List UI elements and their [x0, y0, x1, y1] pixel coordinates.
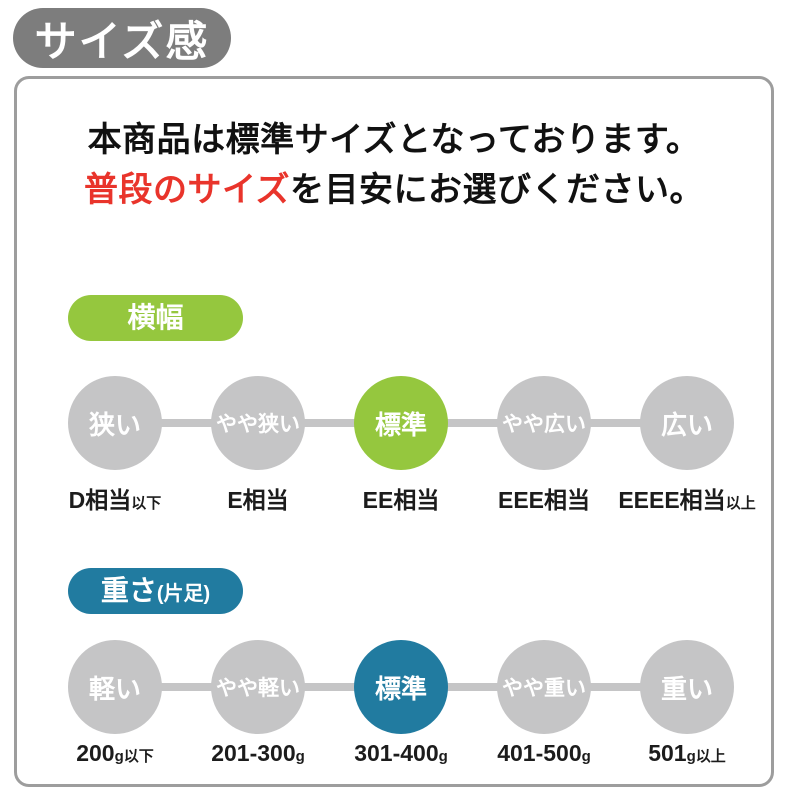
weight-range-label: 301-400 g: [354, 740, 448, 766]
weight-step-light: 軽い: [68, 640, 162, 734]
width-range-labels: D相当 以下 E相当 EE相当 EEE相当 EEEE相当 以上: [68, 481, 756, 513]
weight-steps-row: 軽い やや軽い 標準 やや重い 重い: [68, 640, 734, 734]
width-step-slightly-narrow: やや狭い: [211, 376, 305, 470]
width-range-label: EEEE相当 以上: [618, 487, 756, 513]
weight-range-label: 200 g以下: [76, 740, 154, 766]
width-step-narrow: 狭い: [68, 376, 162, 470]
weight-step-slightly-light: やや軽い: [211, 640, 305, 734]
intro-line-1: 本商品は標準サイズとなっております。: [87, 121, 701, 159]
intro-line-2: 普段のサイズを目安にお選びください。: [17, 165, 771, 215]
intro-text: 本商品は標準サイズとなっております。 普段のサイズを目安にお選びください。: [17, 115, 771, 215]
width-range-label: E相当: [227, 487, 289, 513]
width-section-badge: 横幅: [68, 295, 243, 341]
width-step-wide: 広い: [640, 376, 734, 470]
weight-step-slightly-heavy: やや重い: [497, 640, 591, 734]
weight-badge-label: 重さ: [100, 575, 157, 606]
width-steps-row: 狭い やや狭い 標準 やや広い 広い: [68, 376, 734, 470]
weight-range-label: 201-300 g: [211, 740, 305, 766]
weight-range-label: 501 g以上: [648, 740, 726, 766]
size-guide-title-badge: サイズ感: [13, 8, 231, 68]
width-step-standard-active: 標準: [354, 376, 448, 470]
width-step-slightly-wide: やや広い: [497, 376, 591, 470]
intro-line-2-rest: を目安にお選びください。: [289, 171, 704, 209]
width-range-label: EE相当: [362, 487, 440, 513]
weight-range-labels: 200 g以下 201-300 g 301-400 g 401-500 g 501 g以上: [68, 740, 734, 768]
size-guide-card: 本商品は標準サイズとなっております。 普段のサイズを目安にお選びください。 横幅…: [14, 76, 774, 787]
width-range-label: EEE相当: [497, 487, 591, 513]
width-range-label: D相当 以下: [68, 487, 162, 513]
weight-step-standard-active: 標準: [354, 640, 448, 734]
width-badge-label: 横幅: [127, 302, 184, 333]
weight-step-heavy: 重い: [640, 640, 734, 734]
weight-range-label: 401-500 g: [497, 740, 591, 766]
weight-section-badge: 重さ (片足): [68, 568, 243, 614]
intro-highlight: 普段のサイズ: [84, 171, 290, 209]
weight-badge-sublabel: (片足): [156, 583, 211, 605]
